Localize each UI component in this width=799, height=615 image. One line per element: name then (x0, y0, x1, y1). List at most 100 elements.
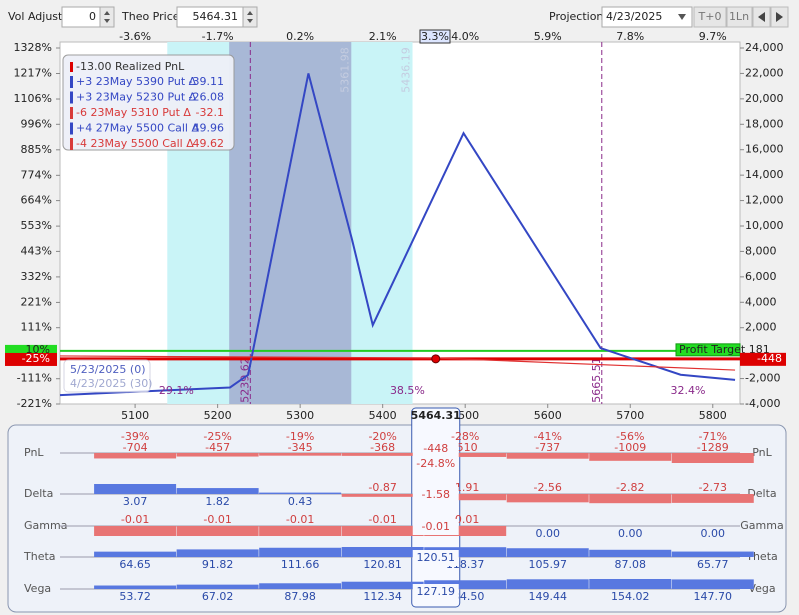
x-tick-label: 5300 (286, 409, 314, 422)
current-price-label: 5464.31 (411, 409, 461, 422)
current-cell (412, 487, 459, 503)
row-label: PnL (752, 446, 772, 459)
row-label: Theta (23, 550, 56, 563)
profit-target-text: Profit Target (679, 343, 746, 356)
greek-pct: -20% (368, 430, 396, 443)
legend-position: +4 27May 5500 Call Δ (76, 122, 199, 135)
greek-value: 147.70 (694, 590, 733, 603)
region-label: 29.1% (159, 384, 194, 397)
move-label: 5.9% (534, 30, 562, 43)
greek-bar (424, 453, 507, 457)
greek-bar (506, 494, 589, 503)
greek-value: -704 (123, 441, 148, 454)
legend-position: -4 23May 5500 Call Δ (76, 137, 194, 150)
profit-target-value: 181 (749, 343, 770, 356)
greek-bar (589, 494, 672, 504)
greek-bar (259, 526, 342, 536)
legend-swatch (70, 62, 73, 72)
target-pct-label: 10% (26, 343, 50, 356)
greek-value: 65.77 (697, 558, 729, 571)
y2-tick-label: 774% (21, 168, 52, 181)
greek-bar (589, 579, 672, 589)
legend-swatch (70, 138, 73, 150)
1ln-button[interactable] (726, 6, 753, 28)
greek-value: 3.07 (123, 495, 148, 508)
y2-tick-label: 1217% (14, 67, 52, 80)
y2-tick-label: -111% (17, 372, 52, 385)
greek-bar (94, 484, 177, 494)
greek-pct: -25% (203, 430, 231, 443)
legend-delta: 49.62 (193, 137, 225, 150)
x-tick-label: 5100 (121, 409, 149, 422)
y-tick-label: 14,000 (745, 168, 784, 181)
greek-value: 0.00 (618, 527, 643, 540)
current-cell (412, 519, 459, 535)
row-label: Vega (748, 582, 775, 595)
greek-pct: -71% (699, 430, 727, 443)
legend-realized: -13.00 Realized PnL (76, 60, 185, 73)
greek-bar (176, 526, 259, 536)
legend-swatch (70, 122, 73, 135)
y-tick-label: 6,000 (745, 270, 777, 283)
x-tick-label: 5400 (369, 409, 397, 422)
greek-bar (424, 526, 507, 536)
y-tick-label: 10,000 (745, 219, 784, 232)
projection-date: 4/23/2025 (606, 10, 662, 23)
greek-value: -1289 (697, 441, 729, 454)
greek-value: 0.43 (288, 495, 313, 508)
theo-price-value: 5464.31 (193, 10, 239, 23)
greek-bar (424, 580, 507, 589)
t0-button[interactable] (693, 6, 727, 28)
theo-spinner[interactable] (242, 6, 258, 28)
y2-tick-label: 996% (21, 117, 52, 130)
legend-box (62, 54, 235, 151)
greek-bar (424, 494, 507, 501)
next-arrow (776, 12, 783, 22)
greek-bar (94, 551, 177, 557)
greek-value: 154.02 (611, 590, 650, 603)
legend-delta: 49.96 (193, 122, 225, 135)
greek-bar (259, 547, 342, 557)
date-legend-entry: 5/23/2025 (0) (70, 363, 145, 376)
greek-value: -510 (453, 441, 478, 454)
dropdown-arrow (678, 14, 686, 20)
y2-tick-label: 553% (21, 219, 52, 232)
greek-bar (176, 549, 259, 557)
greek-pct: -56% (616, 430, 644, 443)
greek-pct: -19% (286, 430, 314, 443)
greek-value: -737 (535, 441, 560, 454)
range-band (229, 42, 352, 404)
move-label: -3.6% (119, 30, 151, 43)
greek-value: 112.34 (363, 590, 402, 603)
y-tick-label: 8,000 (745, 244, 777, 257)
greek-bar (424, 547, 507, 557)
greek-bar (176, 584, 259, 589)
greek-value: 64.65 (119, 558, 151, 571)
greek-bar (259, 492, 342, 494)
row-label: Delta (24, 487, 53, 500)
pnl-pct-box (5, 352, 57, 366)
vol-adjust-label: Vol Adjust (8, 10, 63, 23)
greek-bar (341, 453, 424, 456)
row-label: Delta (747, 487, 776, 500)
spin-up (104, 11, 110, 15)
projection-dropdown[interactable] (601, 6, 693, 28)
pnl-box (740, 352, 786, 366)
greek-value: 105.97 (528, 558, 567, 571)
y-tick-label: -4,000 (745, 397, 780, 410)
x-tick-label: 5600 (534, 409, 562, 422)
greek-value: 87.08 (614, 558, 646, 571)
greek-bar (341, 581, 424, 589)
greek-pct: -39% (121, 430, 149, 443)
greek-pct: -28% (451, 430, 479, 443)
legend-swatch (70, 107, 73, 119)
current-value: 120.51 (416, 551, 455, 564)
vol-spinner[interactable] (99, 6, 115, 28)
y2-tick-label: 332% (21, 270, 52, 283)
legend-position: +3 23May 5390 Put Δ (76, 75, 197, 88)
legend-swatch (70, 76, 73, 88)
greek-value: 149.44 (528, 590, 567, 603)
theo-price-label: Theo Price (121, 10, 180, 23)
current-move-label: 3.3% (421, 30, 449, 43)
y2-tick-label: -221% (17, 397, 52, 410)
